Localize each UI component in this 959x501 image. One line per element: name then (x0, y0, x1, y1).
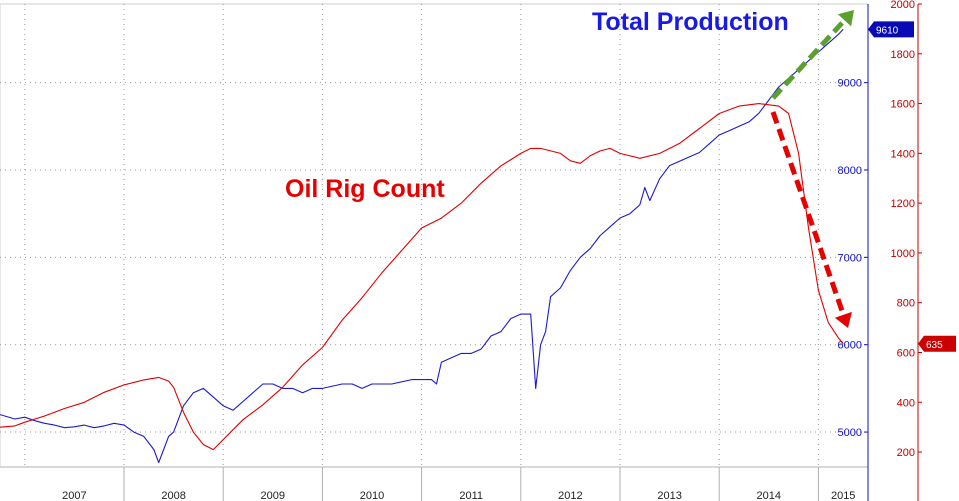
rigs-line (0, 103, 844, 451)
axes: 5000 6000 7000 8000 9000 200 400 600 800 1000 1200… (838, 0, 956, 501)
flag-shape (918, 335, 956, 352)
x-tick-label: 2013 (657, 490, 681, 501)
arrow-shaft (770, 111, 846, 316)
arrow-head (837, 10, 854, 27)
x-tick-label: 2009 (261, 490, 285, 501)
production-tick-label: 6000 (838, 340, 862, 352)
rigs-tick-label: 1200 (891, 198, 915, 210)
production-line (0, 28, 844, 464)
arrow-head (834, 311, 852, 328)
production-tick-label: 7000 (838, 252, 862, 264)
rigs-trend-arrow (770, 111, 852, 328)
production-value-flag: 9610 (868, 21, 914, 38)
rigs-tick-label: 800 (897, 298, 915, 310)
oil-rig-count-label: Oil Rig Count (285, 175, 445, 203)
flag-label: 9610 (876, 25, 899, 36)
total-production-label: Total Production (592, 8, 789, 36)
flag-label: 635 (926, 340, 943, 351)
grid (0, 3, 869, 468)
rigs-tick-label: 400 (897, 397, 915, 409)
rigs-tick-label: 1800 (891, 49, 915, 61)
year-dividers: 2007 2008 2009 2010 2011 2012 2013 2014 2015 (0, 466, 868, 501)
production-tick-label: 8000 (838, 165, 862, 177)
series-layer (0, 28, 844, 464)
x-tick-label: 2007 (62, 490, 86, 501)
x-tick-label: 2008 (161, 490, 185, 501)
x-tick-label: 2010 (360, 490, 384, 501)
rigs-value-flag: 635 (918, 335, 956, 352)
rigs-tick-label: 1600 (891, 99, 915, 111)
rigs-tick-label: 1400 (891, 148, 915, 160)
annotations: Total Production Oil Rig Count (285, 8, 854, 328)
x-tick-label: 2012 (558, 490, 582, 501)
rigs-tick-label: 2000 (891, 0, 915, 11)
production-trend-arrow (771, 10, 854, 100)
x-tick-label: 2011 (459, 490, 483, 501)
flag-shape (868, 21, 914, 38)
x-tick-label: 2014 (757, 490, 781, 501)
x-tick-label: 2015 (831, 490, 855, 501)
production-tick-label: 9000 (838, 78, 862, 90)
rigs-tick-label: 200 (897, 447, 915, 459)
plot-frame (0, 3, 869, 468)
rigs-tick-label: 600 (897, 347, 915, 359)
production-tick-label: 5000 (838, 427, 862, 439)
rigs-tick-label: 1000 (891, 248, 915, 260)
